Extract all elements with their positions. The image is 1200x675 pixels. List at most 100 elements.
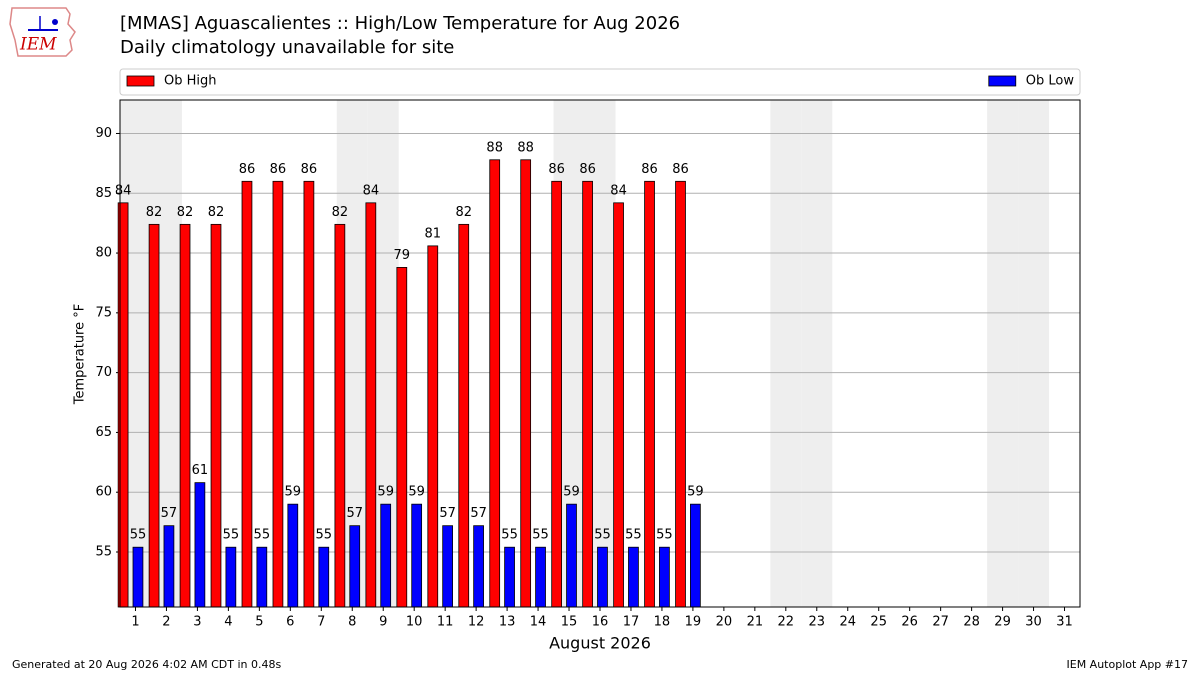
y-tick-label: 75 bbox=[95, 305, 112, 320]
x-tick-label: 9 bbox=[379, 615, 387, 630]
data-label: 86 bbox=[641, 162, 658, 177]
data-label: 82 bbox=[177, 205, 194, 220]
bar bbox=[659, 546, 670, 608]
x-tick-label: 28 bbox=[963, 615, 980, 630]
data-label: 82 bbox=[208, 205, 225, 220]
plot-frame bbox=[119, 99, 1081, 608]
x-tick-label: 25 bbox=[870, 615, 887, 630]
data-label: 57 bbox=[346, 506, 363, 521]
bar bbox=[582, 180, 593, 608]
logo-dot bbox=[52, 19, 58, 25]
x-tick-label: 22 bbox=[778, 615, 795, 630]
x-tick-label: 20 bbox=[716, 615, 733, 630]
x-tick-label: 6 bbox=[286, 615, 294, 630]
bar bbox=[349, 525, 361, 608]
weekend-shade bbox=[770, 100, 802, 607]
x-tick-label: 5 bbox=[255, 615, 263, 630]
chart-title: [MMAS] Aguascalientes :: High/Low Temper… bbox=[120, 13, 680, 34]
bar bbox=[225, 546, 237, 608]
bar bbox=[473, 525, 484, 608]
bar bbox=[210, 223, 222, 608]
bar bbox=[365, 202, 377, 608]
data-label: 55 bbox=[625, 528, 642, 543]
bar bbox=[148, 223, 160, 608]
y-tick-label: 60 bbox=[95, 485, 112, 500]
bar bbox=[644, 180, 655, 608]
data-label: 86 bbox=[672, 162, 689, 177]
x-tick-label: 10 bbox=[406, 615, 423, 630]
bar bbox=[675, 180, 686, 608]
data-label: 59 bbox=[687, 485, 704, 500]
x-tick-label: 8 bbox=[348, 615, 356, 630]
x-tick-label: 31 bbox=[1056, 615, 1073, 630]
bar bbox=[303, 180, 315, 608]
x-tick-label: 3 bbox=[193, 615, 201, 630]
bar bbox=[613, 202, 624, 608]
bar bbox=[535, 546, 546, 608]
x-tick-label: 14 bbox=[530, 615, 547, 630]
weekend-shade bbox=[987, 100, 1019, 607]
bar bbox=[380, 503, 392, 608]
data-label: 88 bbox=[517, 140, 534, 155]
data-label: 86 bbox=[239, 162, 256, 177]
data-label: 61 bbox=[192, 463, 209, 478]
data-label: 79 bbox=[394, 248, 411, 263]
data-label: 81 bbox=[425, 226, 442, 241]
bar bbox=[442, 525, 453, 608]
bar bbox=[396, 267, 408, 608]
data-label: 55 bbox=[501, 528, 518, 543]
x-tick-label: 21 bbox=[747, 615, 764, 630]
data-label: 84 bbox=[363, 183, 380, 198]
bar bbox=[256, 546, 268, 608]
data-label: 86 bbox=[548, 162, 565, 177]
y-tick-label: 70 bbox=[95, 365, 112, 380]
bar bbox=[566, 503, 577, 608]
data-label: 82 bbox=[455, 205, 472, 220]
footer-left: Generated at 20 Aug 2026 4:02 AM CDT in … bbox=[12, 658, 281, 671]
footer-right: IEM Autoplot App #17 bbox=[1067, 658, 1189, 671]
data-label: 82 bbox=[146, 205, 163, 220]
data-label: 55 bbox=[594, 528, 611, 543]
bar bbox=[458, 223, 470, 608]
x-tick-label: 16 bbox=[592, 615, 609, 630]
bar bbox=[489, 159, 501, 608]
data-label: 86 bbox=[301, 162, 318, 177]
x-tick-label: 30 bbox=[1025, 615, 1042, 630]
data-label: 86 bbox=[579, 162, 596, 177]
legend-label: Ob Low bbox=[1026, 74, 1075, 89]
x-tick-label: 12 bbox=[468, 615, 485, 630]
data-label: 57 bbox=[161, 506, 178, 521]
x-tick-label: 2 bbox=[162, 615, 170, 630]
data-label: 84 bbox=[115, 183, 132, 198]
bar bbox=[287, 503, 299, 608]
logo-outline bbox=[9, 7, 76, 57]
data-label: 88 bbox=[486, 140, 503, 155]
y-axis-label: Temperature °F bbox=[73, 304, 88, 405]
legend-box bbox=[119, 68, 1081, 96]
data-label: 59 bbox=[563, 485, 580, 500]
x-tick-label: 17 bbox=[623, 615, 640, 630]
data-label: 55 bbox=[254, 528, 271, 543]
data-label: 55 bbox=[315, 528, 332, 543]
weekend-shade bbox=[801, 100, 833, 607]
logo-text: IEM bbox=[19, 35, 57, 55]
x-tick-label: 23 bbox=[809, 615, 826, 630]
data-label: 84 bbox=[610, 183, 627, 198]
data-label: 86 bbox=[270, 162, 287, 177]
bar bbox=[132, 546, 144, 608]
y-tick-label: 90 bbox=[95, 126, 112, 141]
x-tick-label: 11 bbox=[437, 615, 454, 630]
data-label: 59 bbox=[285, 485, 302, 500]
x-tick-label: 15 bbox=[561, 615, 578, 630]
data-label: 82 bbox=[332, 205, 349, 220]
bar bbox=[597, 546, 608, 608]
y-tick-label: 65 bbox=[95, 425, 112, 440]
data-label: 57 bbox=[470, 506, 487, 521]
logo: IEM bbox=[9, 7, 76, 57]
bar bbox=[628, 546, 639, 608]
x-axis-label: August 2026 bbox=[549, 634, 651, 653]
data-label: 57 bbox=[439, 506, 456, 521]
bar bbox=[179, 223, 191, 608]
x-tick-label: 24 bbox=[839, 615, 856, 630]
